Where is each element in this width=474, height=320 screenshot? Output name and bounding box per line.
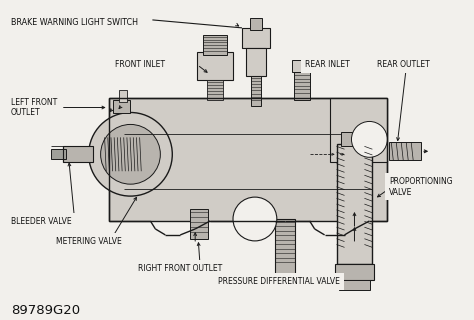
Bar [203, 35, 227, 55]
Text: PRESSURE DIFFERENTIAL VALVE: PRESSURE DIFFERENTIAL VALVE [218, 277, 340, 286]
Bar [63, 146, 92, 162]
Bar [337, 144, 373, 264]
Bar [329, 98, 387, 162]
Bar [340, 132, 368, 146]
Circle shape [352, 122, 387, 157]
Text: REAR INLET: REAR INLET [305, 60, 349, 69]
Bar [197, 52, 233, 80]
Text: METERING VALVE: METERING VALVE [56, 237, 121, 246]
Text: BRAKE WARNING LIGHT SWITCH: BRAKE WARNING LIGHT SWITCH [11, 18, 138, 27]
Text: REAR OUTLET: REAR OUTLET [377, 60, 430, 69]
Text: RIGHT FRONT OUTLET: RIGHT FRONT OUTLET [138, 264, 223, 273]
Bar [389, 142, 421, 160]
Bar [109, 98, 387, 221]
Bar [190, 209, 208, 239]
Text: BLEEDER VALVE: BLEEDER VALVE [11, 217, 72, 226]
Bar [207, 80, 223, 100]
Bar [250, 18, 262, 30]
Bar [292, 60, 312, 72]
Bar [112, 100, 130, 114]
Text: 89789G20: 89789G20 [11, 304, 80, 316]
Bar [246, 48, 266, 76]
Text: LEFT FRONT
OUTLET: LEFT FRONT OUTLET [11, 98, 57, 117]
Text: PROPORTIONING
VALVE: PROPORTIONING VALVE [389, 177, 453, 196]
Bar [242, 28, 270, 48]
Circle shape [100, 124, 160, 184]
Circle shape [233, 197, 277, 241]
Text: FRONT INLET: FRONT INLET [116, 60, 165, 69]
Bar [51, 149, 66, 159]
Bar [338, 280, 370, 290]
Circle shape [89, 113, 172, 196]
Bar [294, 70, 310, 100]
Bar [118, 90, 127, 101]
Bar [335, 264, 374, 280]
Bar [251, 76, 261, 106]
Bar [275, 219, 295, 274]
